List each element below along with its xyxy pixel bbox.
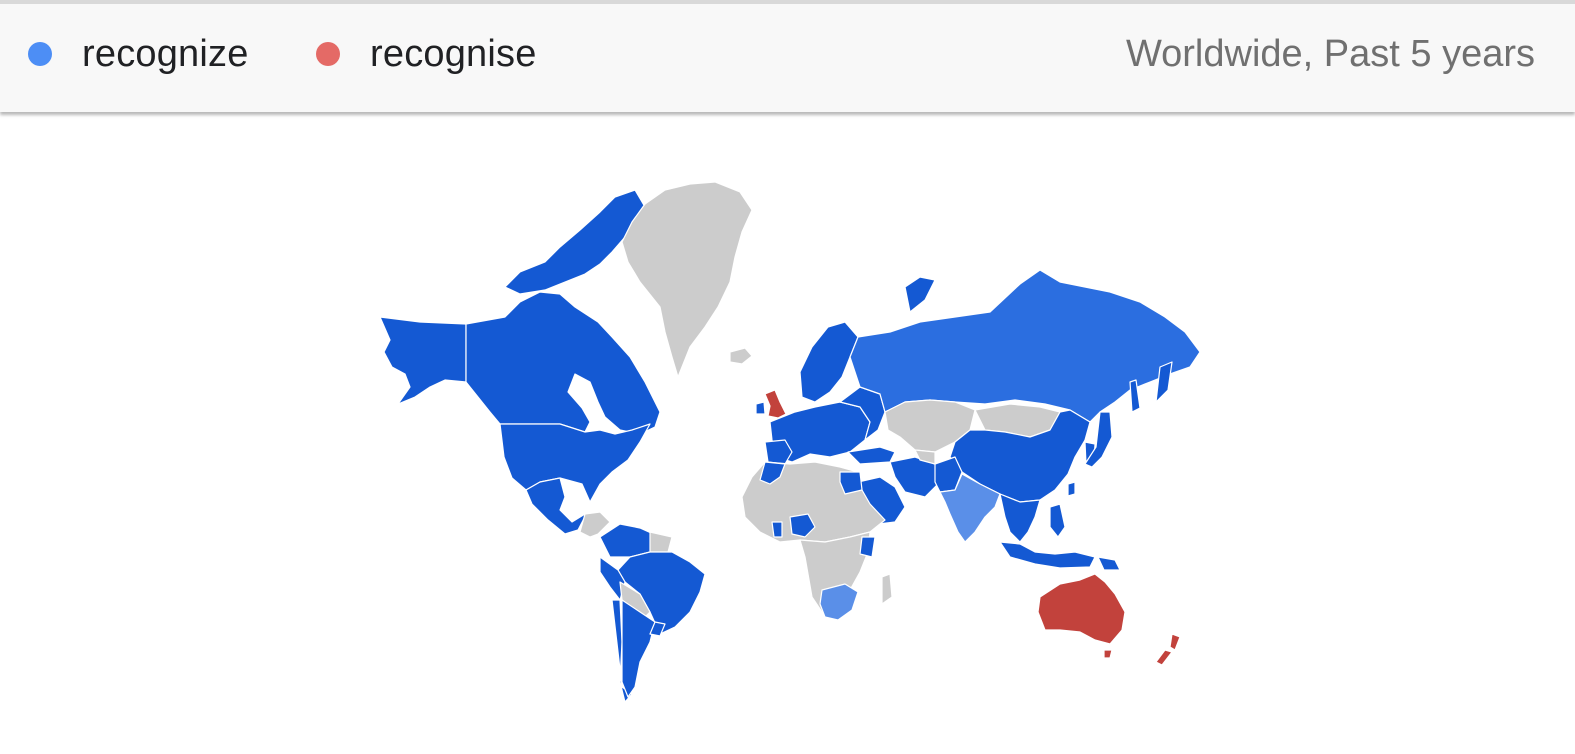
world-map [0, 112, 1575, 754]
region-sakhalin[interactable] [1129, 379, 1141, 413]
region-united-states[interactable] [499, 423, 651, 503]
region-iran[interactable] [889, 456, 941, 498]
region-brazil[interactable] [617, 551, 706, 635]
region-mexico[interactable] [525, 477, 591, 535]
region-greenland[interactable] [621, 181, 753, 378]
region-russia-north-islands[interactable] [904, 276, 936, 313]
region-uruguay[interactable] [649, 621, 666, 637]
region-turkey[interactable] [847, 446, 896, 465]
region-iceland[interactable] [729, 347, 753, 365]
region-scandinavia[interactable] [799, 321, 859, 403]
scope-label: Worldwide, Past 5 years [1125, 33, 1535, 75]
region-tasmania[interactable] [1103, 649, 1113, 659]
legend-item-recognize[interactable]: recognize [28, 32, 249, 75]
region-philippines[interactable] [1049, 503, 1066, 538]
region-southeast-asia[interactable] [999, 493, 1041, 543]
region-united-kingdom[interactable] [764, 389, 787, 419]
region-japan[interactable] [1084, 411, 1113, 468]
legend-item-recognise[interactable]: recognise [316, 32, 537, 75]
region-alaska[interactable] [379, 316, 467, 405]
recognize-color-dot [28, 42, 52, 66]
region-iberia[interactable] [764, 439, 793, 465]
legend-bar: recognize recognise Worldwide, Past 5 ye… [0, 0, 1575, 112]
region-new-zealand[interactable] [1155, 633, 1181, 666]
region-chile[interactable] [611, 599, 633, 703]
region-egypt[interactable] [839, 471, 863, 495]
legend-label-recognise: recognise [370, 32, 537, 75]
region-russia[interactable] [849, 269, 1201, 423]
region-morocco[interactable] [759, 461, 786, 485]
region-afghanistan[interactable] [914, 449, 936, 465]
region-guianas[interactable] [649, 531, 673, 553]
region-canada[interactable] [465, 291, 661, 435]
region-india[interactable] [939, 473, 1001, 543]
region-ghana[interactable] [771, 521, 783, 538]
region-australia[interactable] [1037, 573, 1126, 645]
recognise-color-dot [316, 42, 340, 66]
legend-label-recognize: recognize [82, 32, 249, 75]
region-kamchatka[interactable] [1155, 361, 1173, 403]
region-south-africa[interactable] [819, 583, 859, 621]
region-indonesia[interactable] [999, 541, 1096, 569]
region-nigeria[interactable] [789, 513, 816, 538]
region-madagascar[interactable] [881, 573, 893, 605]
region-ireland[interactable] [755, 401, 766, 415]
region-papua-new-guinea[interactable] [1097, 556, 1121, 571]
region-argentina[interactable] [621, 599, 656, 698]
region-kenya[interactable] [859, 536, 876, 558]
region-taiwan[interactable] [1067, 481, 1076, 497]
region-central-america[interactable] [579, 511, 611, 538]
